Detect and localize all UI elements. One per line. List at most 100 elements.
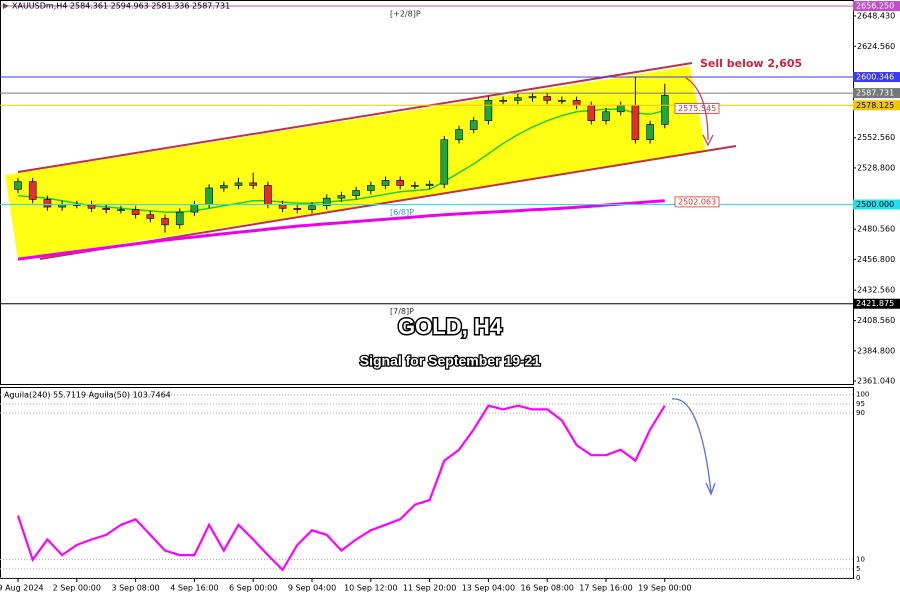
y-tick-label: 2432.560 [857, 286, 895, 295]
level-tag: [+2/8]P [390, 10, 421, 19]
candle-body [455, 129, 463, 141]
down-arrow [671, 398, 712, 493]
candle-body [190, 204, 199, 213]
candle-body [337, 195, 346, 199]
candle-body [660, 94, 669, 125]
candle-body [205, 187, 213, 205]
candle-body [543, 96, 552, 101]
candle-body [469, 120, 478, 130]
candle-body [499, 100, 507, 102]
y-tick-label: 2480.560 [857, 225, 895, 234]
candle-body [234, 182, 243, 186]
chart-subtitle: Signal for September 19-21 [360, 353, 541, 369]
y-tick-label: 2624.560 [857, 42, 895, 51]
symbol-icon [3, 3, 9, 9]
sell-annotation: Sell below 2,605 [700, 57, 802, 70]
price-marker-box [674, 196, 720, 208]
candle-body [322, 197, 331, 207]
candle-body [249, 182, 257, 186]
candle-body [558, 100, 566, 102]
candle-body [602, 111, 610, 121]
candle-body [646, 124, 654, 141]
x-tick-label: 9 Sep 04:00 [288, 584, 336, 593]
candle-body [352, 190, 360, 196]
x-tick-label: 11 Sep 20:00 [403, 584, 456, 593]
candle-body [425, 183, 434, 186]
level-label-box [853, 199, 900, 210]
candle-body [528, 96, 537, 99]
level-label-box [853, 72, 900, 83]
level-label-box [853, 88, 900, 99]
price-marker-label: 2575.545 [678, 104, 716, 113]
x-tick-label: 3 Sep 08:00 [111, 584, 159, 593]
y-tick-label: 2361.040 [857, 377, 895, 386]
candle-body [308, 205, 316, 210]
level-tag: [6/8]P [390, 208, 414, 217]
down-arrow-head [705, 482, 716, 496]
price-marker-box [674, 103, 720, 114]
candle-body [366, 185, 375, 191]
candle-body [175, 211, 184, 226]
y-tick-label: 90 [856, 409, 865, 417]
candle-body [146, 214, 155, 219]
candle-body [616, 105, 625, 113]
y-tick-label: 2456.800 [857, 255, 895, 264]
sell-arrow-head [702, 134, 714, 147]
y-tick-label: 95 [856, 400, 865, 408]
candle-body [28, 181, 37, 200]
candle-body [131, 209, 140, 215]
indicator-line [16, 404, 666, 572]
chart-title: GOLD, H4 [398, 314, 503, 339]
y-tick-label: 2408.560 [857, 316, 895, 325]
candle-body [43, 199, 52, 208]
candle-body [587, 105, 596, 121]
candle-body [264, 185, 272, 205]
candle-body [513, 97, 522, 101]
x-tick-label: 17 Sep 16:00 [579, 584, 632, 593]
candle-body [396, 180, 405, 186]
y-tick-label: 2384.800 [857, 346, 895, 355]
y-tick-label: 10 [856, 556, 865, 564]
level-label: 2656.250 [856, 2, 894, 11]
level-label: 2600.346 [856, 73, 894, 82]
candle-body [278, 204, 287, 209]
header: XAUUSDm,H4 2584.361 2594.963 2581.336 25… [12, 2, 230, 11]
indicator-legend: Aguila(240) 55.7119 Aguila(50) 103.7464 [4, 391, 171, 400]
candle-body [381, 180, 390, 186]
candle-body [14, 181, 22, 190]
level-tag: [7/8]P [390, 307, 414, 316]
x-tick-label: 19 Sep 00:00 [638, 584, 691, 593]
candle-body [440, 139, 449, 185]
sell-arrow [685, 77, 709, 141]
level-label-box [853, 298, 900, 309]
moving-average [17, 199, 665, 261]
candle-body [572, 100, 581, 106]
candle-body [293, 208, 302, 210]
candle-body [220, 185, 228, 189]
y-tick-label: 100 [856, 391, 869, 399]
candle-body [161, 218, 169, 226]
candle-body [102, 208, 110, 210]
x-tick-label: 6 Sep 00:00 [229, 584, 277, 593]
level-label: 2421.875 [856, 299, 894, 308]
channel-upper [17, 62, 693, 173]
x-tick-label: 29 Aug 2024 [0, 584, 44, 593]
candle-body [87, 204, 96, 209]
x-tick-label: 2 Sep 00:00 [53, 584, 101, 593]
y-tick-label: 5 [856, 565, 860, 573]
candle-body [411, 185, 419, 187]
candle-body [484, 100, 493, 121]
level-label: 2500.000 [856, 200, 894, 209]
level-label: 2578.125 [856, 101, 894, 110]
level-label: 2587.731 [856, 89, 894, 98]
y-tick-label: 2648.430 [857, 11, 895, 20]
level-label-box [853, 100, 900, 111]
level-label-box [853, 1, 900, 12]
indicator-panel [0, 387, 854, 579]
y-tick-label: 2528.800 [857, 163, 895, 172]
x-tick-label: 13 Sep 04:00 [462, 584, 515, 593]
x-tick-label: 16 Sep 08:00 [520, 584, 573, 593]
candle-body [631, 105, 640, 141]
candle-body [117, 209, 125, 211]
